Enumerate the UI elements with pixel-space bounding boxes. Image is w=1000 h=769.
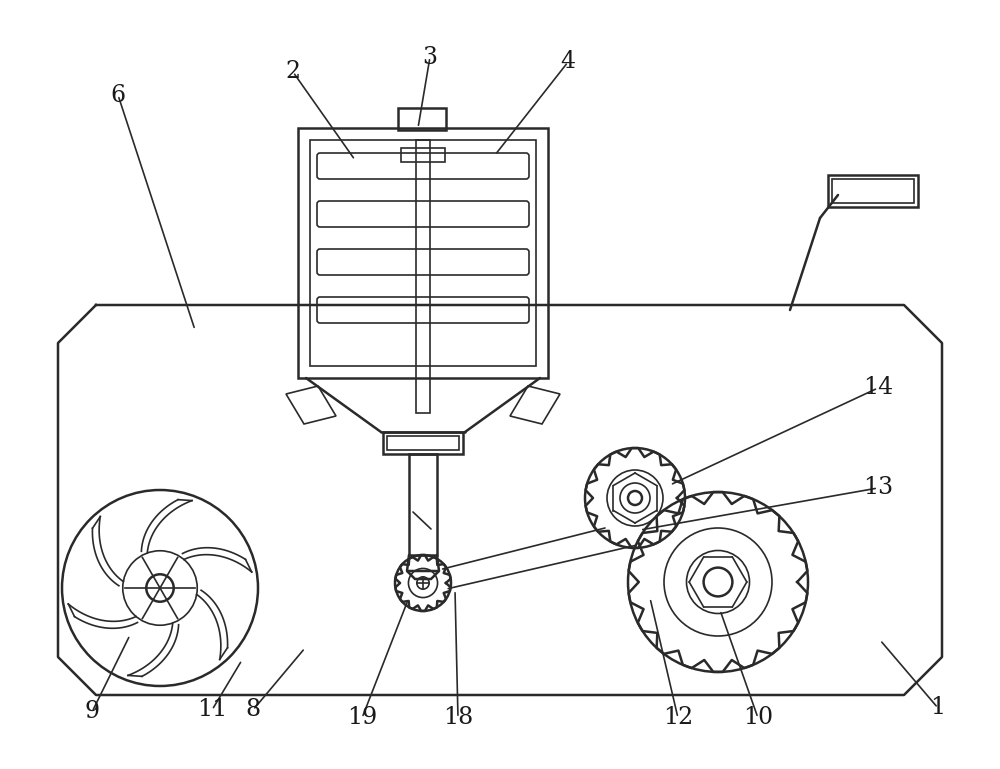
Text: 14: 14 [863, 377, 893, 400]
Text: 1: 1 [930, 697, 946, 720]
Bar [398, 108, 446, 130]
Bar [401, 148, 445, 162]
Text: 8: 8 [245, 698, 261, 721]
Bar [298, 128, 548, 378]
Bar [310, 140, 536, 366]
Text: 18: 18 [443, 707, 473, 730]
Bar [828, 175, 918, 207]
Bar [416, 140, 430, 413]
Text: 12: 12 [663, 707, 693, 730]
Text: 13: 13 [863, 477, 893, 500]
Bar [409, 454, 437, 555]
Text: 9: 9 [84, 701, 100, 724]
Text: 3: 3 [422, 45, 438, 68]
Bar [383, 432, 463, 454]
Text: 11: 11 [197, 698, 227, 721]
Text: 10: 10 [743, 707, 773, 730]
Bar [832, 179, 914, 203]
Text: 19: 19 [347, 707, 377, 730]
Text: 2: 2 [285, 61, 301, 84]
Bar [387, 436, 459, 450]
Text: 4: 4 [560, 51, 576, 74]
Text: 6: 6 [110, 84, 126, 106]
